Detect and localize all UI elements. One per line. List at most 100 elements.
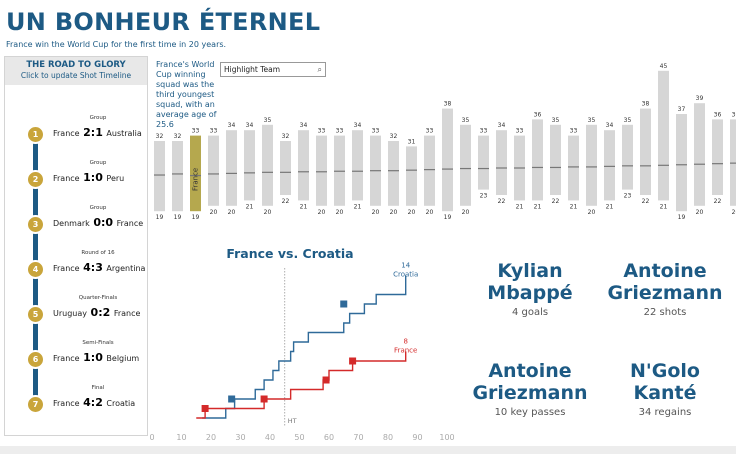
age-range-bar [586,124,597,206]
search-icon: ⌕ [317,65,322,74]
match-number-badge: 4 [26,260,45,279]
max-age-label: 35 [462,117,470,124]
goal-marker [201,405,209,412]
max-age-label: 32 [390,133,398,140]
match-row[interactable]: 2 Group France 1:0 Peru [5,160,149,190]
halftime-label: HT [288,417,297,425]
min-age-label: 22 [642,198,650,205]
match-stage: Quarter-Finals [78,295,118,301]
stat-player-first: N'Golo [630,360,700,382]
min-age-label: 20 [462,209,470,216]
highlighted-team-label: France [192,168,200,191]
min-age-label: 23 [624,193,632,200]
series-name-label: Croatia [393,271,418,279]
max-age-label: 36 [714,111,722,118]
x-tick-label: 80 [383,433,393,442]
footer-bar [0,446,736,454]
match-score: 1:0 [83,171,103,184]
match-number-badge: 1 [26,125,45,144]
match-stage: Group [89,160,107,166]
goal-marker [340,300,348,308]
stat-player-first: Antoine [623,260,707,282]
road-to-glory-panel: THE ROAD TO GLORY Click to update Shot T… [4,56,148,436]
max-age-label: 34 [606,122,614,129]
min-age-label: 21 [246,203,254,210]
min-age-label: 20 [390,209,398,216]
shot-step-line [196,351,407,419]
panel-title: THE ROAD TO GLORY [26,60,126,70]
min-age-label: 20 [318,209,326,216]
match-result: France 4:2 Croatia [53,396,147,409]
match-result: France 1:0 Belgium [53,351,147,364]
min-age-label: 22 [282,198,290,205]
stat-goals: Kylian Mbappé 4 goals [460,260,600,318]
match-row[interactable]: 5 Quarter-Finals Uruguay 0:2 France [5,295,149,325]
age-range-bar [262,124,273,206]
max-age-label: 33 [210,128,218,135]
series-total-label: 8 [403,338,407,346]
match-score: 0:0 [93,216,114,229]
max-age-label: 36 [534,111,542,118]
stat-player-first: Kylian [497,260,563,282]
x-tick-label: 60 [324,433,334,442]
age-range-bar [532,119,543,201]
age-range-bar [568,135,579,201]
max-age-label: 45 [660,63,668,70]
max-age-label: 35 [588,117,596,124]
min-age-label: 20 [336,209,344,216]
away-team: Croatia [106,399,136,408]
age-range-bar [694,103,705,206]
max-age-label: 36 [732,111,736,118]
min-age-label: 21 [660,203,668,210]
age-range-bar [244,130,255,201]
max-age-label: 32 [174,133,182,140]
min-age-label: 19 [678,214,686,221]
page-title: UN BONHEUR ÉTERNEL [6,8,321,36]
max-age-label: 33 [516,128,524,135]
max-age-label: 34 [300,122,308,129]
stat-player-last: Mbappé [487,282,573,304]
match-result: France 4:3 Argentina [53,261,147,274]
max-age-label: 33 [426,128,434,135]
match-row[interactable]: 7 Final France 4:2 Croatia [5,385,149,415]
stat-value: 4 goals [511,307,549,318]
away-team: Peru [106,174,125,183]
min-age-label: 20 [732,209,736,216]
home-team: Denmark [53,219,90,228]
match-number-badge: 5 [26,305,45,324]
min-age-label: 20 [426,209,434,216]
min-age-label: 19 [156,214,164,221]
match-stage: Group [89,115,107,121]
match-stage: Round of 16 [81,250,115,256]
max-age-label: 35 [264,117,272,124]
max-age-label: 38 [642,101,650,108]
max-age-label: 33 [192,128,200,135]
max-age-label: 33 [480,128,488,135]
max-age-label: 33 [372,128,380,135]
age-range-bar [280,141,291,195]
match-row[interactable]: 3 Group Denmark 0:0 France [5,205,149,235]
max-age-label: 32 [282,133,290,140]
match-row[interactable]: 6 Semi-Finals France 1:0 Belgium [5,340,149,370]
chart-title: France vs. Croatia [226,246,353,261]
page-subtitle: France win the World Cup for the first t… [6,40,227,49]
x-tick-label: 40 [265,433,275,442]
age-range-bar [442,108,453,212]
x-tick-label: 70 [353,433,363,442]
match-row[interactable]: 1 Group France 2:1 Australia [5,115,149,145]
home-team: Uruguay [53,309,87,318]
min-age-label: 22 [498,198,506,205]
age-range-bar [460,124,471,206]
stat-player-last: Griezmann [472,382,588,404]
away-team: France [116,219,144,228]
max-age-label: 34 [228,122,236,129]
max-age-label: 34 [354,122,362,129]
shot-timeline-chart: France vs. Croatia HT 0 10 20 30 40 50 60 70 80 90 1… [150,246,455,442]
max-age-label: 35 [552,117,560,124]
max-age-label: 35 [624,117,632,124]
away-team: Argentina [106,264,146,273]
home-team: France [53,174,80,183]
highlight-team-search[interactable]: Highlight Team ⌕ [220,62,326,77]
match-row[interactable]: 4 Round of 16 France 4:3 Argentina [5,250,149,280]
age-range-bar [154,141,165,212]
